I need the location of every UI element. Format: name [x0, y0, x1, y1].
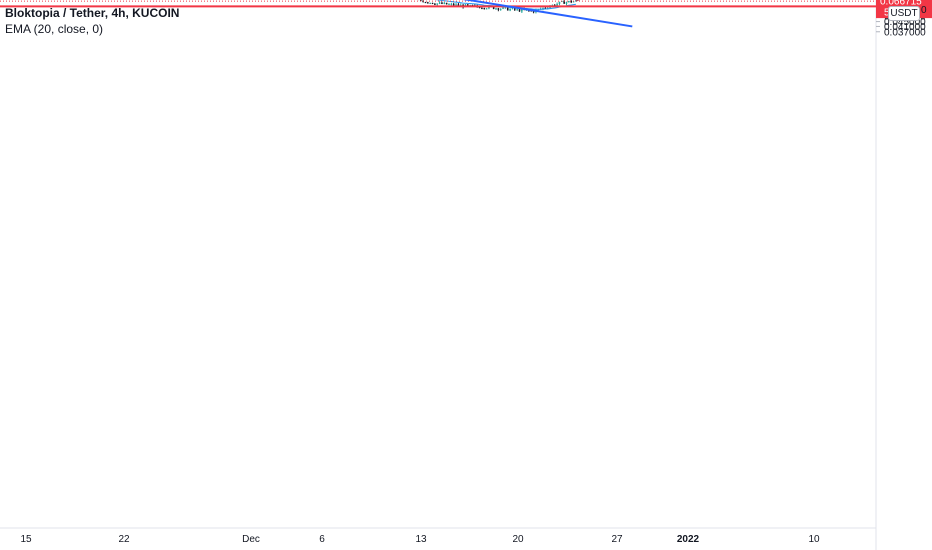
candle-body: [457, 4, 460, 6]
candle-body: [441, 2, 443, 4]
candle-body: [438, 2, 441, 4]
x-tick-label: 6: [319, 534, 325, 545]
candle-body: [431, 2, 434, 4]
descending-trendline[interactable]: [238, 0, 633, 28]
candle-body: [509, 9, 511, 11]
candle-body: [420, 0, 422, 1]
ema-indicator-legend[interactable]: EMA (20, close, 0): [5, 22, 104, 36]
candle-body: [483, 8, 486, 10]
candle-body: [506, 7, 509, 11]
candle-body: [558, 1, 561, 4]
last-price-label: 0.066715: [880, 0, 922, 8]
x-tick-label: 20: [512, 534, 524, 545]
chart-header: Bloktopia / Tether, 4h, KUCOIN EMA (20, …: [5, 5, 179, 37]
candle-body: [542, 7, 544, 9]
candle-body: [544, 7, 547, 9]
candle-body: [481, 8, 483, 10]
symbol-title[interactable]: Bloktopia / Tether, 4h, KUCOIN: [5, 6, 180, 20]
candle-body: [516, 9, 518, 11]
candle-body: [570, 0, 572, 3]
y-tick-label: 0.041000: [884, 22, 926, 33]
candle-body: [565, 2, 568, 4]
candle-body: [532, 10, 535, 13]
candle-body: [467, 4, 469, 6]
candle-body: [521, 9, 523, 12]
candle-body: [563, 1, 565, 4]
y-tick-label: 0.045000: [884, 17, 926, 28]
y-tick-label: 0.037000: [884, 27, 926, 38]
projection-arrow-line[interactable]: [575, 0, 675, 2]
candle-body: [424, 2, 427, 4]
x-tick-label: 13: [415, 534, 427, 545]
candle-body: [436, 3, 439, 5]
candle-body: [495, 8, 497, 10]
candle-body: [478, 6, 481, 9]
candle-body: [518, 9, 521, 12]
x-tick-label: 22: [118, 534, 130, 545]
candle-body: [499, 8, 502, 10]
candle-body: [485, 8, 488, 10]
candle-body: [443, 2, 446, 4]
candle-body: [450, 3, 453, 5]
candle-body: [556, 3, 558, 6]
candle-body: [452, 3, 455, 6]
price-corner-value: 0: [921, 5, 927, 16]
candle-body: [427, 2, 429, 4]
candle-body: [504, 7, 507, 9]
x-tick-label: 15: [20, 534, 32, 545]
candle-body: [502, 7, 504, 9]
candle-body: [514, 8, 516, 10]
candle-body: [429, 2, 431, 4]
candle-body: [553, 4, 556, 6]
candle-body: [525, 9, 528, 11]
candle-body: [434, 3, 436, 5]
x-tick-label: 10: [808, 534, 820, 545]
candle-body: [568, 0, 570, 3]
x-tick-label: 2022: [677, 534, 700, 545]
x-tick-label: 27: [611, 534, 623, 545]
candle-body: [572, 1, 575, 3]
candle-body: [455, 4, 457, 6]
candle-body: [497, 8, 500, 10]
x-tick-label: Dec: [242, 534, 260, 545]
candle-body: [448, 4, 450, 6]
candle-body: [511, 8, 514, 10]
ema-line: [434, 0, 576, 10]
candle-body: [546, 7, 549, 9]
candle-body: [445, 2, 448, 5]
candle-body: [492, 6, 495, 9]
currency-selector[interactable]: USDT: [888, 6, 920, 21]
